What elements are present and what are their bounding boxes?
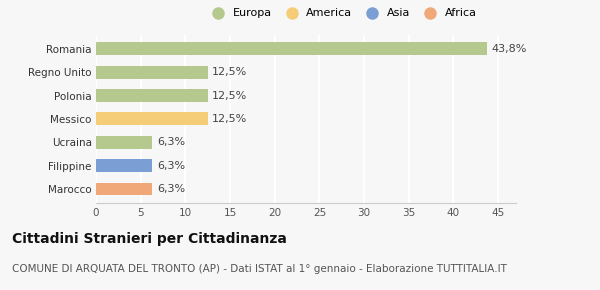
Bar [96,182,152,195]
Bar [96,42,487,55]
Bar [96,136,152,149]
Bar [96,159,152,172]
Text: 12,5%: 12,5% [212,67,247,77]
Legend: Europa, America, Asia, Africa: Europa, America, Asia, Africa [207,8,477,19]
Text: COMUNE DI ARQUATA DEL TRONTO (AP) - Dati ISTAT al 1° gennaio - Elaborazione TUTT: COMUNE DI ARQUATA DEL TRONTO (AP) - Dati… [12,264,507,274]
Bar [96,89,208,102]
Bar [96,113,208,125]
Text: 12,5%: 12,5% [212,114,247,124]
Text: 6,3%: 6,3% [157,137,185,147]
Text: 6,3%: 6,3% [157,161,185,171]
Text: 6,3%: 6,3% [157,184,185,194]
Text: Cittadini Stranieri per Cittadinanza: Cittadini Stranieri per Cittadinanza [12,232,287,246]
Bar [96,66,208,79]
Text: 12,5%: 12,5% [212,90,247,101]
Text: 43,8%: 43,8% [492,44,527,54]
